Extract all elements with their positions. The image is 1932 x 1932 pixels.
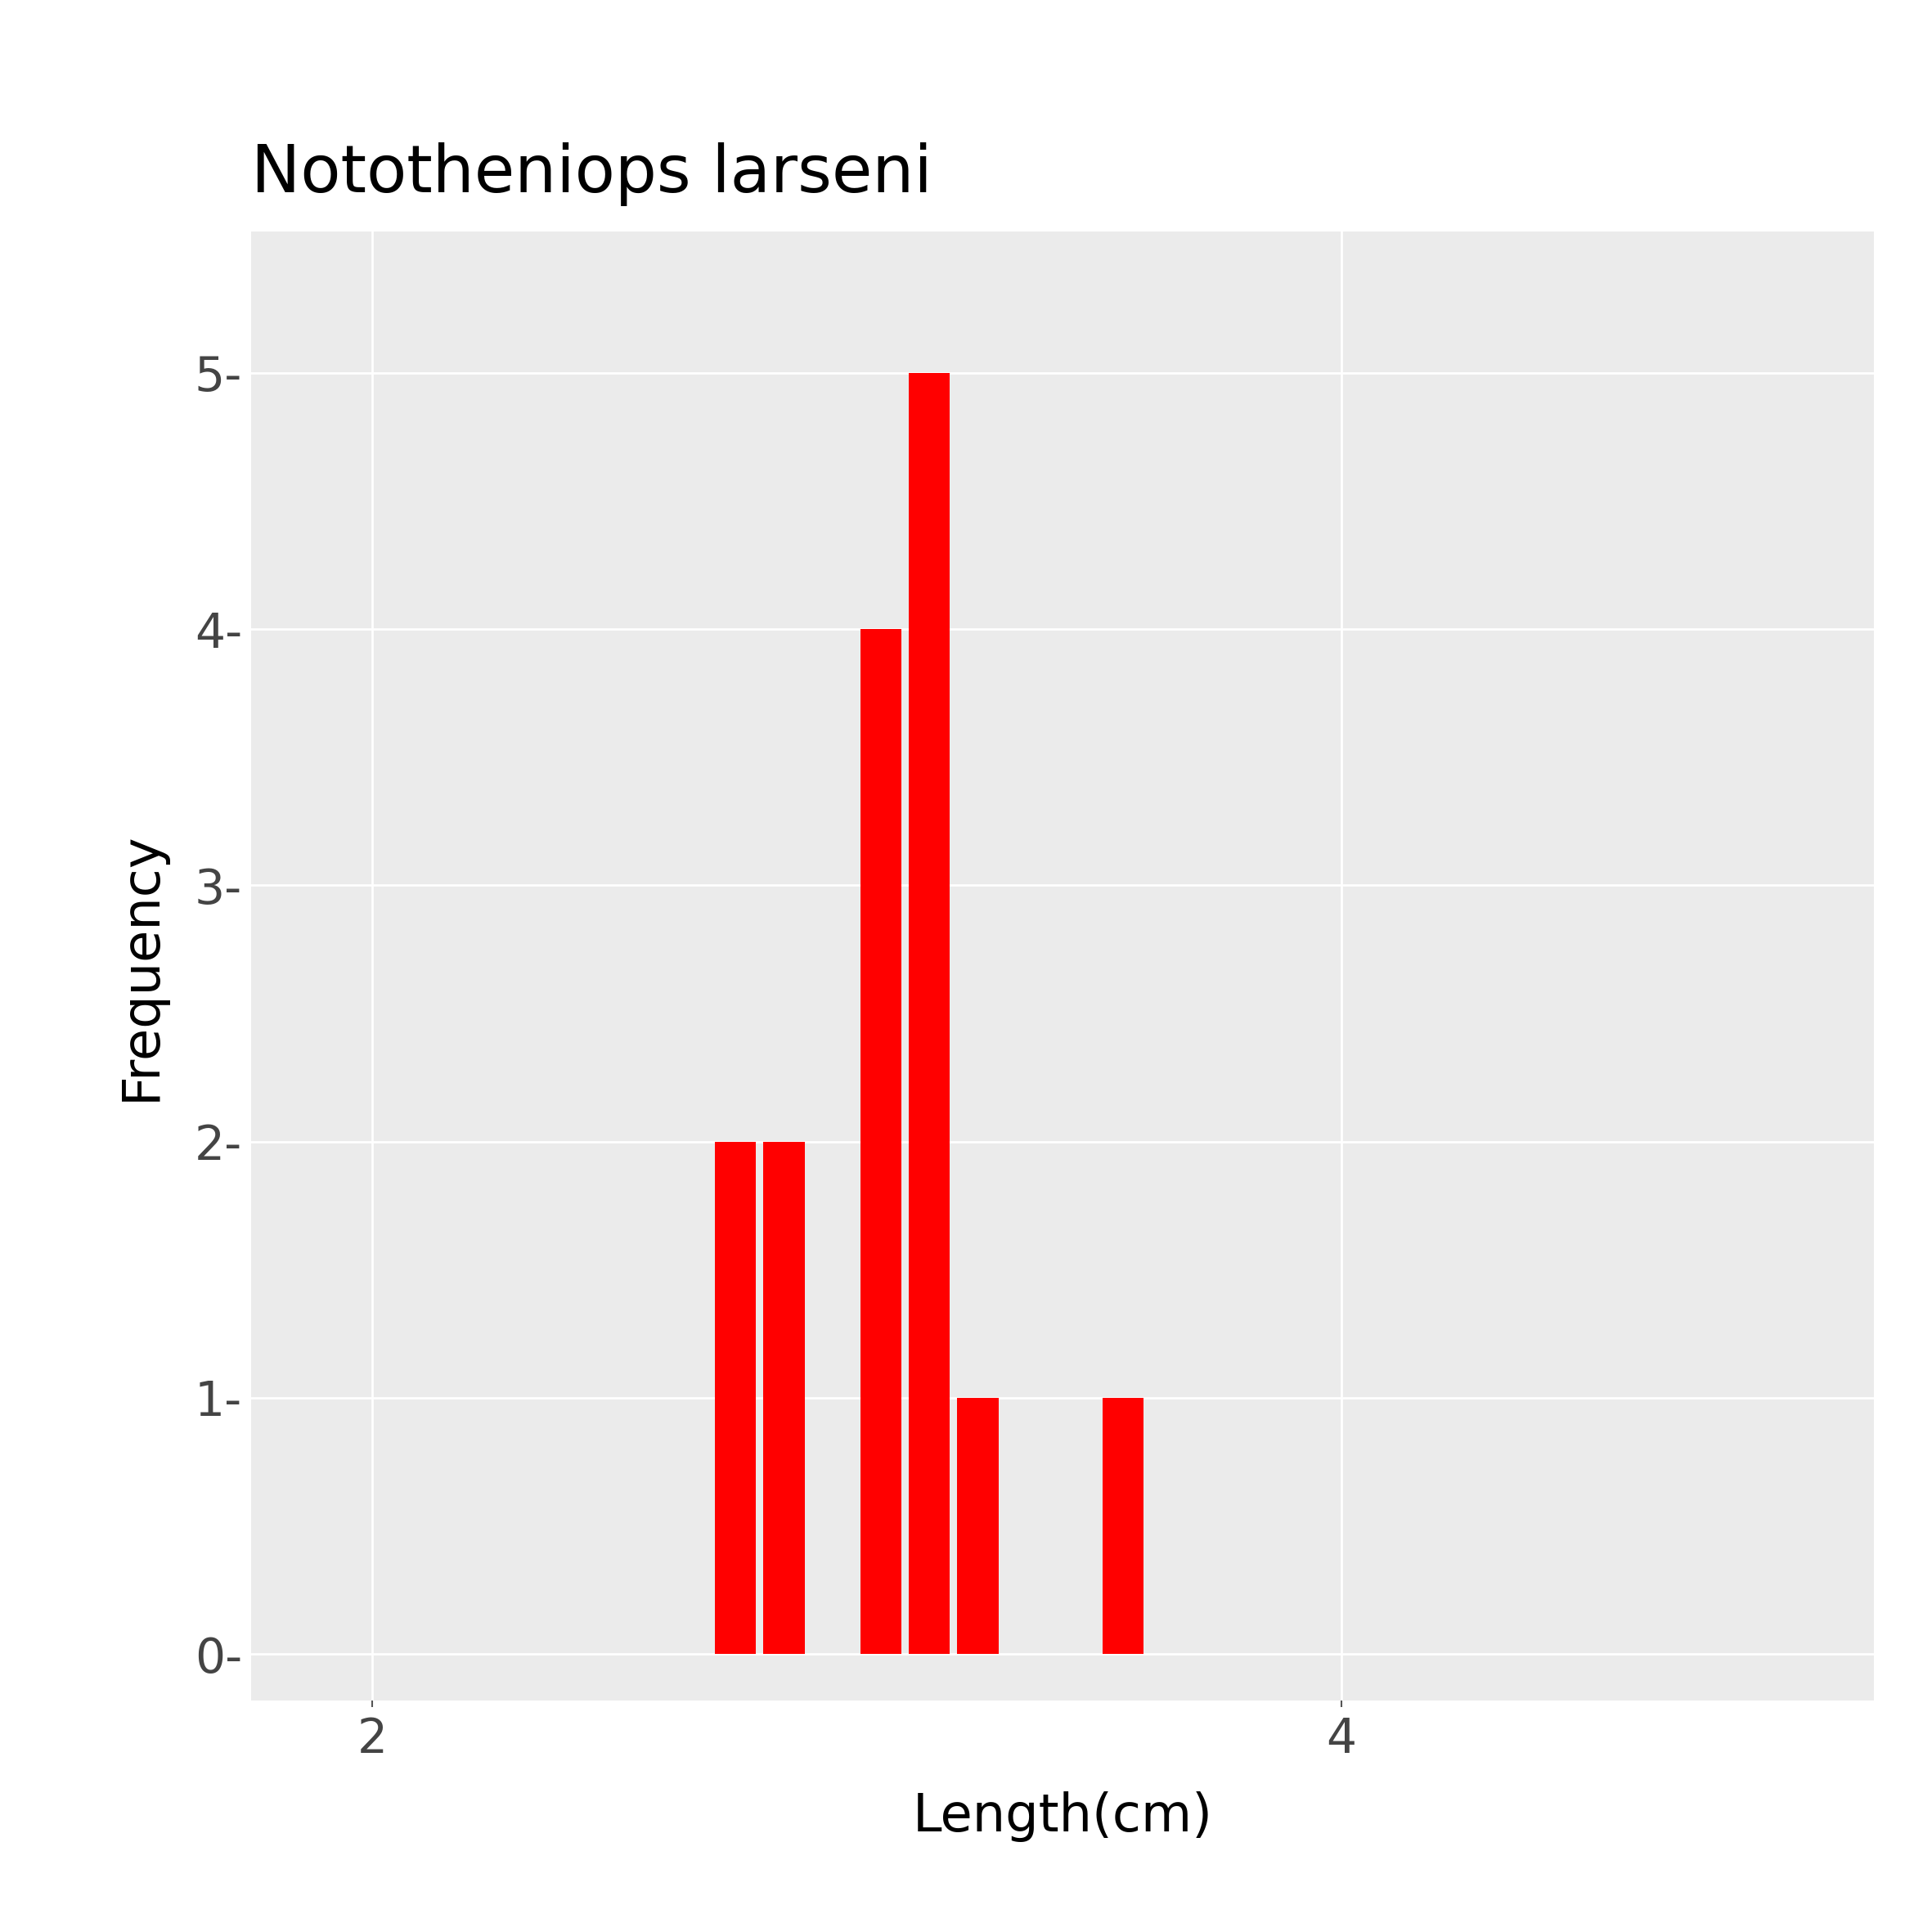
Bar (956, 1397, 999, 1654)
Bar (763, 1142, 804, 1654)
Bar (860, 630, 902, 1654)
X-axis label: Length(cm): Length(cm) (912, 1791, 1213, 1841)
Bar (908, 373, 951, 1654)
Text: Nototheniops larseni: Nototheniops larseni (251, 143, 933, 207)
Bar (1103, 1397, 1144, 1654)
Bar (715, 1142, 755, 1654)
Y-axis label: Frequency: Frequency (116, 831, 166, 1101)
